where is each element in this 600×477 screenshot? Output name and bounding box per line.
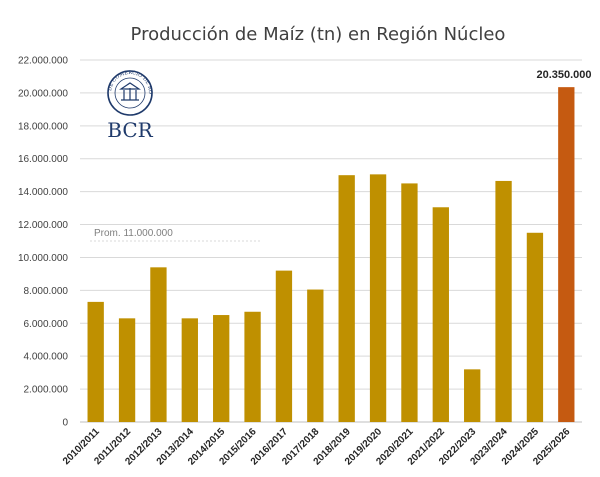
y-tick-label: 4.000.000	[24, 352, 69, 363]
data-label: 20.350.000	[536, 69, 591, 81]
y-tick-label: 8.000.000	[24, 286, 69, 297]
y-tick-label: 18.000.000	[18, 121, 68, 132]
bar-2017-2018	[307, 289, 324, 422]
bars	[87, 87, 575, 423]
bar-2023-2024	[495, 180, 512, 422]
bar-2011-2012	[118, 318, 136, 422]
y-tick-label: 0	[62, 418, 68, 429]
bar-2018-2019	[338, 175, 355, 422]
y-axis: 0 2.000.000 4.000.000 6.000.000 8.000.000 10.…	[18, 56, 69, 429]
bar-2015-2016	[244, 311, 261, 422]
chart-title: Producción de Maíz (tn) en Región Núcleo	[131, 24, 506, 45]
bar-2014-2015	[213, 315, 230, 422]
y-tick-label: 6.000.000	[24, 319, 69, 330]
bar-2013-2014	[181, 318, 198, 422]
bar-2025-2026	[558, 87, 575, 423]
y-tick-label: 14.000.000	[18, 187, 68, 198]
bar-2024-2025	[526, 232, 544, 422]
y-tick-label: 2.000.000	[24, 385, 69, 396]
y-tick-label: 16.000.000	[18, 154, 68, 165]
average-line-group: Prom. 11.000.000	[90, 228, 260, 242]
y-tick-label: 10.000.000	[18, 253, 68, 264]
bar-2012-2013	[150, 267, 167, 422]
bar-2010-2011	[87, 301, 104, 422]
bcr-logo-text: BCR	[107, 118, 153, 142]
bar-2020-2021	[401, 183, 418, 422]
bar-2022-2023	[464, 369, 481, 422]
y-tick-label: 20.000.000	[18, 88, 68, 99]
average-label: Prom. 11.000.000	[94, 228, 173, 239]
bar-2021-2022	[432, 207, 449, 422]
bar-2016-2017	[275, 270, 293, 422]
y-tick-label: 22.000.000	[18, 56, 68, 67]
bar-2019-2020	[369, 174, 387, 422]
data-labels: 20.350.000	[536, 69, 591, 81]
y-tick-label: 12.000.000	[18, 220, 68, 231]
